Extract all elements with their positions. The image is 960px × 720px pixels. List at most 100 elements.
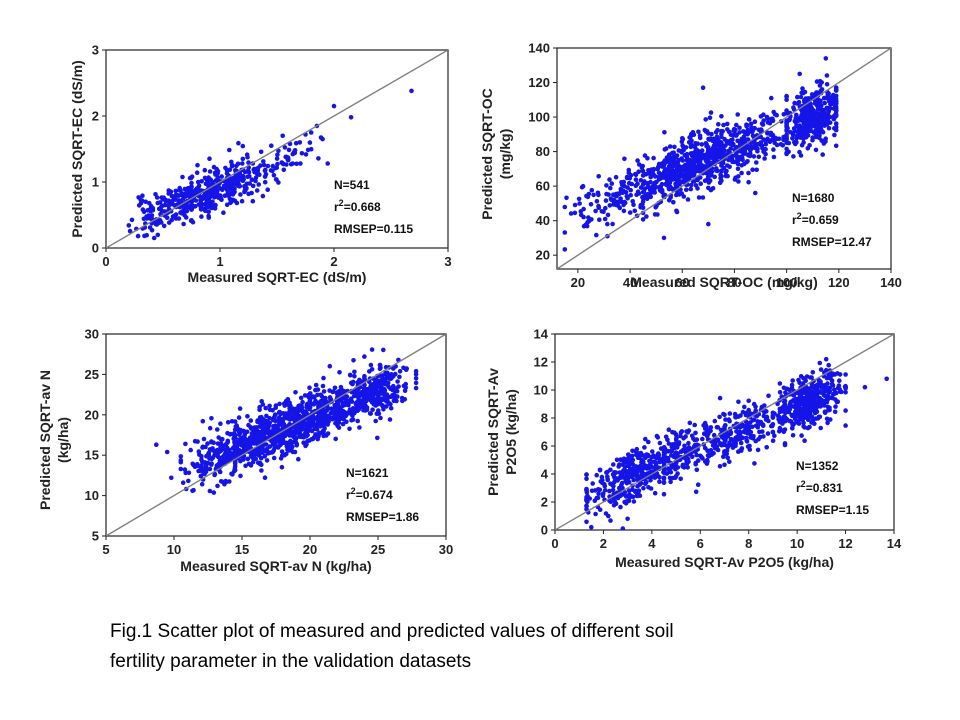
x-tick-label: 40 bbox=[623, 275, 637, 290]
data-point bbox=[409, 88, 414, 94]
data-point bbox=[830, 371, 836, 376]
data-point bbox=[804, 106, 809, 111]
data-point bbox=[359, 392, 365, 398]
data-point bbox=[220, 454, 226, 459]
data-point bbox=[650, 449, 655, 454]
stats-annotation: RMSEP=1.86 bbox=[346, 510, 419, 524]
data-point bbox=[677, 181, 682, 187]
data-point bbox=[272, 415, 277, 420]
data-point bbox=[717, 414, 722, 420]
data-point bbox=[678, 476, 683, 482]
data-point bbox=[736, 399, 741, 405]
data-point bbox=[824, 82, 830, 87]
data-point bbox=[820, 152, 825, 157]
data-point bbox=[628, 172, 634, 178]
data-point bbox=[652, 490, 658, 496]
data-point bbox=[217, 458, 223, 464]
data-point bbox=[823, 356, 829, 362]
data-point bbox=[745, 129, 750, 135]
data-point bbox=[182, 212, 187, 218]
data-point bbox=[821, 141, 827, 146]
data-point bbox=[607, 177, 612, 182]
stats-annotation: RMSEP=1.15 bbox=[796, 503, 869, 517]
data-point bbox=[655, 473, 661, 479]
data-point bbox=[257, 172, 262, 177]
data-point bbox=[195, 188, 201, 194]
stats-annotation: N=1621 bbox=[346, 466, 389, 480]
data-point bbox=[624, 194, 630, 199]
data-point bbox=[784, 122, 789, 128]
data-point bbox=[310, 423, 315, 428]
data-point bbox=[315, 400, 320, 406]
data-point bbox=[303, 432, 308, 438]
data-point bbox=[665, 159, 671, 164]
data-point bbox=[794, 400, 799, 406]
scatter-plot-p: 0 2 4 6 8 10 12 14 0 2 4 6 8 10 12 14 Measured SQRT-Av P… bbox=[485, 327, 902, 571]
data-point bbox=[147, 225, 153, 230]
data-point bbox=[728, 430, 733, 436]
data-point bbox=[227, 167, 233, 172]
data-point bbox=[216, 435, 221, 440]
data-point bbox=[733, 414, 738, 420]
data-point bbox=[584, 472, 589, 477]
data-point bbox=[686, 160, 692, 165]
data-point bbox=[614, 457, 620, 463]
data-point bbox=[819, 119, 825, 125]
y-tick-label: 8 bbox=[541, 411, 548, 426]
data-point bbox=[800, 86, 805, 91]
y-tick-label: 2 bbox=[541, 495, 548, 510]
data-point bbox=[255, 452, 261, 457]
data-point bbox=[663, 434, 669, 440]
data-point bbox=[206, 197, 211, 202]
data-point bbox=[176, 193, 182, 198]
data-point bbox=[833, 397, 838, 402]
data-point bbox=[383, 370, 388, 376]
data-point bbox=[212, 170, 218, 176]
data-point bbox=[756, 141, 761, 147]
data-point bbox=[215, 483, 220, 489]
data-point bbox=[386, 384, 391, 389]
data-point bbox=[710, 138, 715, 144]
data-point bbox=[202, 175, 208, 181]
data-point bbox=[827, 114, 832, 120]
data-point bbox=[818, 384, 823, 389]
data-point bbox=[776, 136, 782, 142]
one-to-one-line bbox=[557, 48, 891, 269]
data-point bbox=[310, 413, 316, 419]
data-point bbox=[770, 118, 776, 124]
data-point bbox=[633, 464, 639, 469]
data-point bbox=[334, 408, 339, 413]
data-point bbox=[166, 202, 171, 208]
data-point bbox=[670, 164, 676, 169]
data-point bbox=[742, 147, 747, 153]
data-point bbox=[651, 189, 657, 195]
data-point bbox=[648, 179, 653, 185]
data-point bbox=[232, 449, 238, 454]
data-point bbox=[202, 466, 207, 471]
data-point bbox=[634, 446, 640, 452]
data-point bbox=[605, 212, 611, 218]
data-point bbox=[562, 204, 568, 210]
data-point bbox=[770, 422, 776, 427]
data-point bbox=[138, 197, 143, 203]
data-point bbox=[780, 421, 785, 426]
data-point bbox=[737, 424, 743, 430]
data-point bbox=[603, 198, 609, 203]
data-point bbox=[626, 498, 632, 504]
data-point bbox=[753, 408, 758, 413]
data-point bbox=[687, 135, 692, 140]
data-point bbox=[657, 479, 662, 485]
data-point bbox=[595, 190, 601, 196]
y-tick-label: 40 bbox=[536, 213, 550, 228]
data-point bbox=[195, 179, 201, 185]
data-point bbox=[740, 409, 746, 415]
data-point bbox=[747, 153, 753, 159]
data-point bbox=[750, 167, 755, 172]
x-tick-label: 10 bbox=[167, 542, 181, 557]
data-point bbox=[683, 446, 688, 452]
data-point bbox=[140, 193, 145, 198]
data-point bbox=[183, 194, 189, 199]
data-point bbox=[884, 376, 889, 382]
data-point bbox=[725, 163, 730, 168]
data-point bbox=[833, 404, 838, 409]
